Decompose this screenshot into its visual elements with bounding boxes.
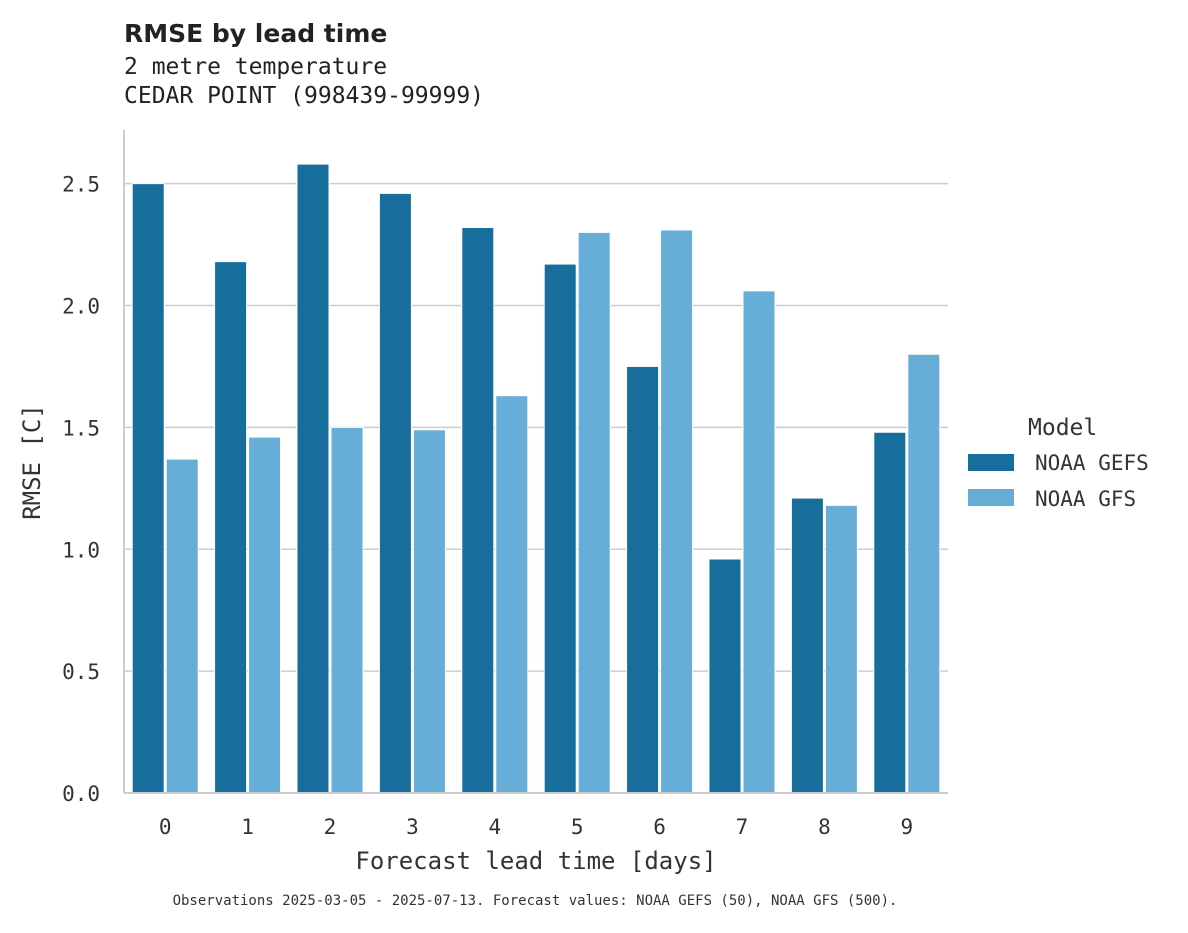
bar-noaa-gfs-lead-5	[577, 231, 611, 794]
x-tick-label: 1	[241, 815, 254, 839]
chart-footnote: Observations 2025-03-05 - 2025-07-13. Fo…	[173, 893, 898, 909]
y-tick-labels: 0.0 0.5 1.0 1.5 2.0 2.5	[62, 173, 100, 806]
bar-noaa-gfs-lead-6	[660, 229, 694, 794]
y-tick-label: 0.0	[62, 782, 100, 806]
bar-noaa-gfs-lead-8	[824, 504, 858, 794]
bar-noaa-gfs-lead-9	[907, 353, 941, 794]
y-tick-label: 0.5	[62, 660, 100, 684]
x-tick-label: 8	[818, 815, 831, 839]
bar-noaa-gefs-lead-1	[214, 261, 248, 794]
y-axis-label: RMSE [C]	[18, 404, 46, 520]
bar-noaa-gfs-lead-0	[165, 458, 199, 794]
y-tick-label: 1.5	[62, 416, 100, 440]
x-tick-label: 9	[900, 815, 913, 839]
bar-noaa-gfs-lead-4	[495, 395, 529, 794]
y-tick-label: 2.5	[62, 173, 100, 197]
x-tick-label: 3	[406, 815, 419, 839]
bar-noaa-gfs-lead-1	[248, 436, 282, 794]
chart-subtitle-line-2: CEDAR POINT (998439-99999)	[124, 83, 484, 109]
bars	[131, 163, 941, 794]
legend-title: Model	[1028, 415, 1097, 441]
x-tick-label: 0	[159, 815, 172, 839]
x-tick-labels: 0 1 2 3 4 5 6 7 8 9	[159, 815, 913, 839]
bar-noaa-gefs-lead-2	[296, 163, 330, 794]
bar-noaa-gefs-lead-0	[131, 183, 165, 794]
legend[interactable]: Model NOAA GEFS NOAA GFS	[968, 415, 1149, 511]
legend-label-noaa-gefs: NOAA GEFS	[1035, 451, 1149, 475]
gridlines	[124, 182, 948, 672]
y-tick-label: 2.0	[62, 295, 100, 319]
bar-noaa-gefs-lead-4	[461, 227, 495, 794]
x-tick-label: 7	[736, 815, 749, 839]
legend-label-noaa-gfs: NOAA GFS	[1035, 487, 1136, 511]
legend-swatch-noaa-gefs	[968, 454, 1014, 471]
bar-noaa-gfs-lead-7	[742, 290, 776, 794]
axes	[123, 130, 948, 794]
bar-noaa-gefs-lead-8	[790, 497, 824, 794]
bar-noaa-gefs-lead-7	[708, 558, 742, 794]
bar-noaa-gefs-lead-6	[626, 365, 660, 794]
chart-title: RMSE by lead time	[124, 19, 387, 48]
bar-noaa-gefs-lead-9	[873, 431, 907, 794]
y-tick-label: 1.0	[62, 538, 100, 562]
x-tick-label: 6	[653, 815, 666, 839]
bar-noaa-gefs-lead-5	[543, 263, 577, 794]
bar-noaa-gfs-lead-3	[412, 429, 446, 794]
x-axis-label: Forecast lead time [days]	[355, 847, 716, 875]
bar-noaa-gefs-lead-3	[378, 192, 412, 794]
bar-noaa-gfs-lead-2	[330, 426, 364, 794]
x-tick-label: 5	[571, 815, 584, 839]
chart-subtitle-line-1: 2 metre temperature	[124, 54, 387, 80]
x-tick-label: 4	[488, 815, 501, 839]
legend-swatch-noaa-gfs	[968, 489, 1014, 506]
x-tick-label: 2	[324, 815, 337, 839]
